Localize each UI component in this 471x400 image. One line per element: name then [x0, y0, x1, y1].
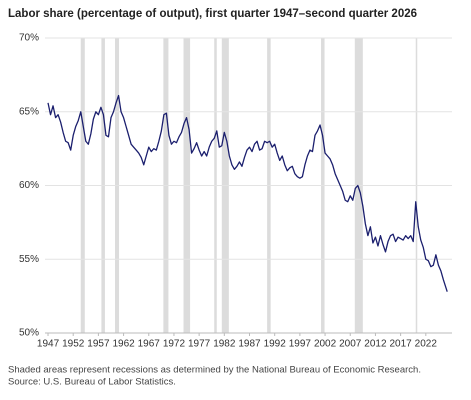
- x-tick-label: 1967: [138, 339, 161, 350]
- x-tick-label: 1957: [87, 339, 110, 350]
- x-tick-label: 2007: [339, 339, 362, 350]
- source-note: Source: U.S. Bureau of Labor Statistics.: [8, 377, 176, 388]
- y-tick-label: 70%: [19, 33, 39, 44]
- y-tick-label: 60%: [19, 180, 39, 191]
- x-tick-label: 1972: [163, 339, 186, 350]
- x-tick-label: 1992: [264, 339, 287, 350]
- y-tick-label: 50%: [19, 328, 39, 339]
- x-tick-label: 1982: [213, 339, 236, 350]
- footnote: Shaded areas represent recessions as det…: [8, 365, 421, 376]
- y-tick-label: 65%: [19, 106, 39, 117]
- x-tick-label: 2002: [314, 339, 337, 350]
- x-tick-label: 1987: [238, 339, 261, 350]
- x-tick-label: 2017: [389, 339, 412, 350]
- x-tick-label: 1997: [289, 339, 312, 350]
- y-tick-label: 55%: [19, 254, 39, 265]
- x-tick-label: 1962: [112, 339, 135, 350]
- x-tick-label: 1952: [62, 339, 85, 350]
- chart-title: Labor share (percentage of output), firs…: [8, 8, 417, 20]
- x-tick-label: 1977: [188, 339, 211, 350]
- data-line: [47, 94, 448, 292]
- x-tick-label: 2012: [364, 339, 387, 350]
- x-tick-label: 2022: [415, 339, 438, 350]
- x-tick-label: 1947: [37, 339, 60, 350]
